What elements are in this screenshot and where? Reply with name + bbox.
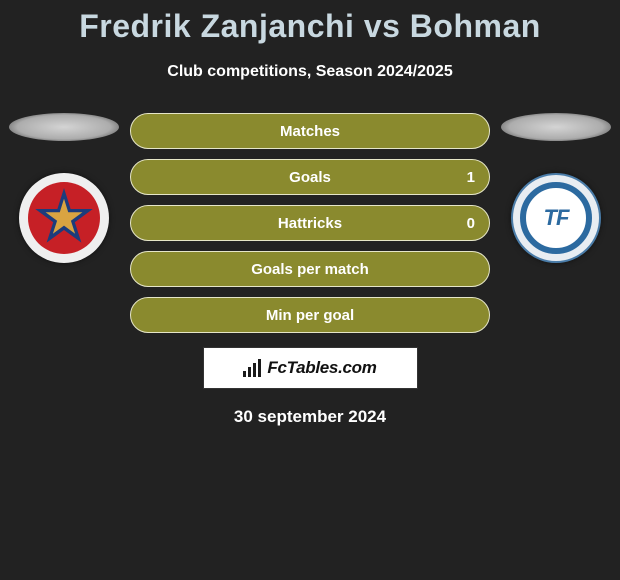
comparison-row: Matches Goals 1 Hattricks 0 Goals per ma…: [0, 113, 620, 333]
stats-column: Matches Goals 1 Hattricks 0 Goals per ma…: [130, 113, 490, 333]
left-player-column: [4, 113, 124, 263]
stat-bar-matches: Matches: [130, 113, 490, 149]
right-club-badge: TF: [511, 173, 601, 263]
right-badge-monogram: TF: [544, 205, 569, 231]
stat-label: Matches: [280, 123, 340, 140]
right-player-column: TF: [496, 113, 616, 263]
stat-bar-min-per-goal: Min per goal: [130, 297, 490, 333]
stat-bar-hattricks: Hattricks 0: [130, 205, 490, 241]
stat-bar-goals: Goals 1: [130, 159, 490, 195]
stat-right-value: 1: [467, 169, 475, 186]
stat-label: Min per goal: [266, 307, 354, 324]
right-badge-ring: TF: [520, 182, 592, 254]
stat-bar-goals-per-match: Goals per match: [130, 251, 490, 287]
left-halo: [9, 113, 119, 141]
stat-label: Hattricks: [278, 215, 342, 232]
page-subtitle: Club competitions, Season 2024/2025: [0, 63, 620, 81]
stat-label: Goals per match: [251, 261, 369, 278]
brand-text: FcTables.com: [267, 358, 376, 378]
left-badge-star-icon: [34, 188, 94, 248]
stat-label: Goals: [289, 169, 331, 186]
stat-right-value: 0: [467, 215, 475, 232]
right-halo: [501, 113, 611, 141]
date-line: 30 september 2024: [0, 407, 620, 427]
left-badge-shield: [28, 182, 100, 254]
page-title: Fredrik Zanjanchi vs Bohman: [0, 0, 620, 45]
left-club-badge: [19, 173, 109, 263]
bar-chart-icon: [243, 359, 261, 377]
brand-box[interactable]: FcTables.com: [203, 347, 418, 389]
